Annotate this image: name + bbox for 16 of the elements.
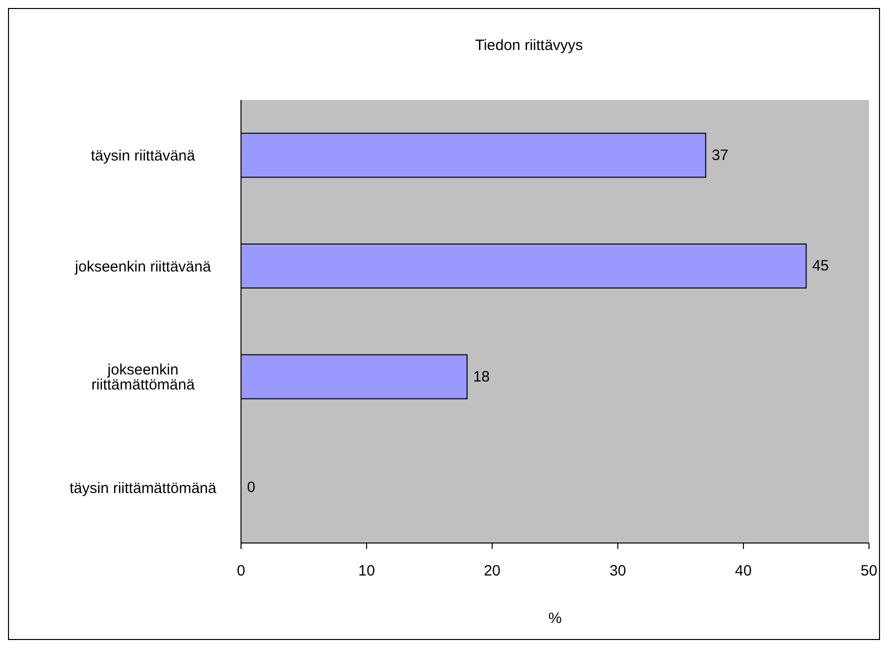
y-tick-label: täysin riittämättömänä — [70, 480, 218, 497]
data-label: 0 — [247, 479, 256, 496]
y-tick-label: täysin riittävänä — [90, 148, 196, 165]
data-label: 18 — [473, 368, 490, 386]
data-label: 37 — [712, 146, 728, 164]
x-tick-label: 30 — [609, 562, 626, 580]
x-tick-label: 50 — [860, 562, 878, 580]
x-tick-label: 0 — [236, 562, 246, 580]
data-label: 45 — [812, 258, 829, 275]
x-tick-label: 20 — [484, 562, 501, 580]
x-tick-label: 10 — [358, 562, 375, 580]
x-tick-label: 40 — [735, 562, 752, 580]
y-tick-label: jokseenkin riittävänä — [74, 258, 212, 276]
y-tick-label: jokseenkin riittämättömänä — [91, 362, 196, 394]
x-axis-title: % — [548, 610, 562, 627]
chart-title: Tiedon riittävyys — [474, 37, 584, 54]
